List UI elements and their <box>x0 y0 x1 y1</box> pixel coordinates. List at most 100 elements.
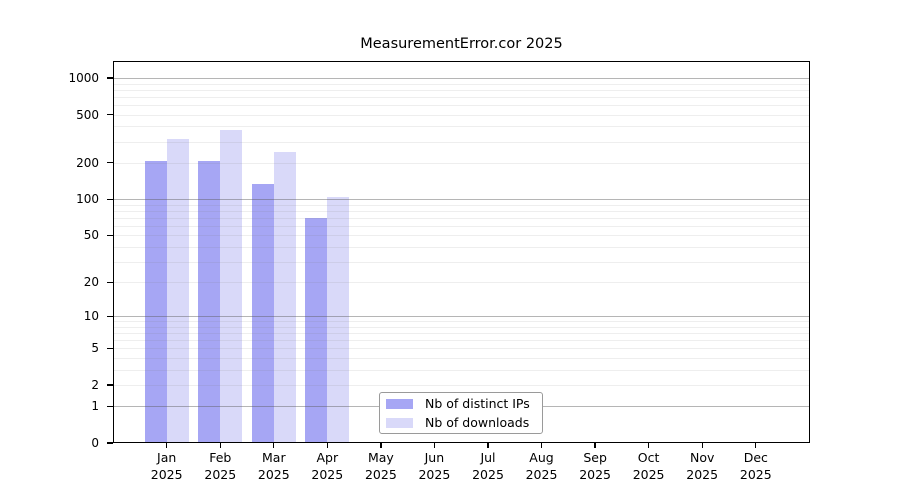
major-gridline <box>113 78 810 79</box>
legend-label-distinct-ips: Nb of distinct IPs <box>425 396 530 411</box>
x-axis-label-month: Feb <box>209 450 232 465</box>
minor-gridline <box>113 235 810 237</box>
minor-gridline <box>113 89 810 91</box>
minor-gridline <box>113 126 810 128</box>
x-axis-label-month: Aug <box>529 450 554 465</box>
chart-title: MeasurementError.cor 2025 <box>360 36 563 52</box>
y-axis-tick <box>107 77 113 79</box>
minor-gridline <box>113 114 810 116</box>
minor-gridline <box>113 326 810 328</box>
y-axis-tick <box>107 384 113 386</box>
major-gridline <box>113 199 810 201</box>
x-axis-label-month: Jul <box>480 450 496 465</box>
bar-distinct-ips-mar <box>251 183 274 443</box>
x-axis-label-year: 2025 <box>525 467 558 482</box>
x-axis-label-month: Jan <box>157 450 177 465</box>
x-axis-tick <box>166 443 168 448</box>
y-axis-tick-label: 0 <box>91 436 99 450</box>
y-axis-tick <box>107 405 113 408</box>
minor-gridline <box>113 282 810 284</box>
minor-gridline <box>113 385 810 386</box>
minor-gridline <box>113 217 810 219</box>
x-axis-label-year: 2025 <box>579 467 611 482</box>
minor-gridline <box>113 225 810 227</box>
x-axis-label-year: 2025 <box>257 467 290 482</box>
y-axis-tick <box>107 315 113 317</box>
y-axis-tick-label: 10 <box>83 309 99 324</box>
y-axis-tick-label: 200 <box>76 155 99 170</box>
x-axis-tick <box>540 443 543 448</box>
legend-swatch-downloads <box>386 417 413 428</box>
y-axis-tick <box>107 113 113 116</box>
bar-downloads-mar <box>273 151 296 443</box>
legend-item-downloads: Nb of downloads <box>386 414 536 431</box>
major-gridline <box>113 316 810 318</box>
minor-gridline <box>113 162 810 164</box>
minor-gridline <box>113 321 810 323</box>
x-axis-label-year: 2025 <box>632 467 665 482</box>
x-axis-tick <box>594 443 596 448</box>
x-axis-label-year: 2025 <box>311 467 344 482</box>
minor-gridline <box>113 358 810 359</box>
minor-gridline <box>113 261 810 263</box>
x-axis-label-year: 2025 <box>204 467 237 482</box>
x-axis-tick <box>326 443 328 448</box>
y-axis-tick-label: 2 <box>91 378 99 392</box>
y-axis-tick <box>107 281 113 283</box>
y-axis-tick <box>107 347 113 349</box>
x-axis-tick <box>755 443 757 448</box>
y-axis-tick-label: 500 <box>76 107 99 122</box>
minor-gridline <box>113 348 810 350</box>
x-axis-tick <box>380 443 382 448</box>
minor-gridline <box>113 333 810 335</box>
y-axis-tick <box>107 162 113 164</box>
x-axis-label-month: Oct <box>637 450 660 465</box>
bar-distinct-ips-apr <box>305 217 328 443</box>
legend: Nb of distinct IPs Nb of downloads <box>379 392 543 434</box>
x-axis-label-month: Apr <box>316 450 339 465</box>
x-axis-label-year: 2025 <box>150 467 183 482</box>
x-axis-label-year: 2025 <box>739 467 772 482</box>
y-axis-tick <box>107 442 113 444</box>
legend-label-downloads: Nb of downloads <box>425 415 530 430</box>
y-axis-tick-label: 100 <box>76 192 99 207</box>
minor-gridline <box>113 369 810 371</box>
x-axis-label-year: 2025 <box>364 467 397 482</box>
legend-swatch-distinct-ips <box>386 398 413 409</box>
x-axis-tick <box>647 443 650 448</box>
y-axis-tick <box>107 198 113 200</box>
x-axis-tick <box>701 443 703 448</box>
x-axis-tick <box>219 443 221 448</box>
bar-downloads-feb <box>220 130 243 443</box>
x-axis-label-year: 2025 <box>686 467 719 482</box>
x-axis-tick <box>433 443 436 448</box>
x-axis-tick <box>487 443 489 448</box>
minor-gridline <box>113 104 810 106</box>
y-axis-tick <box>107 234 113 236</box>
x-axis-label-month: Mar <box>262 450 286 465</box>
x-axis-label-year: 2025 <box>472 467 504 482</box>
bar-downloads-apr <box>327 196 350 443</box>
x-axis-label-year: 2025 <box>418 467 451 482</box>
minor-gridline <box>113 96 810 98</box>
x-axis-label-month: Dec <box>743 450 768 465</box>
minor-gridline <box>113 83 810 85</box>
x-axis-tick <box>273 443 275 448</box>
legend-item-distinct-ips: Nb of distinct IPs <box>386 395 536 412</box>
y-axis-tick-label: 1000 <box>68 71 99 85</box>
plot-area <box>113 61 810 443</box>
minor-gridline <box>113 141 810 143</box>
y-axis-tick-label: 5 <box>91 341 99 356</box>
minor-gridline <box>113 340 810 342</box>
y-axis-tick-label: 20 <box>83 275 99 290</box>
bar-distinct-ips-jan <box>144 161 167 443</box>
bar-distinct-ips-feb <box>198 160 221 443</box>
x-axis-label-month: Jun <box>424 450 445 465</box>
x-axis-label-month: Nov <box>689 450 715 465</box>
minor-gridline <box>113 210 810 212</box>
bar-downloads-jan <box>166 139 189 443</box>
y-axis-tick-label: 1 <box>91 399 99 414</box>
minor-gridline <box>113 204 810 206</box>
minor-gridline <box>113 246 810 248</box>
